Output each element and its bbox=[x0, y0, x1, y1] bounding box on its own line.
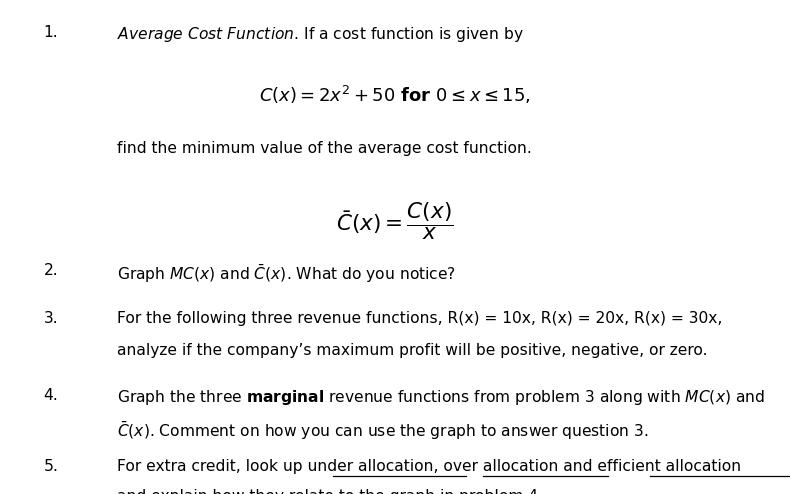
Text: Graph the three $\mathbf{marginal}$ revenue functions from problem 3 along with : Graph the three $\mathbf{marginal}$ reve… bbox=[117, 388, 765, 407]
Text: analyze if the company’s maximum profit will be positive, negative, or zero.: analyze if the company’s maximum profit … bbox=[117, 343, 707, 358]
Text: 5.: 5. bbox=[43, 459, 58, 474]
Text: $C(x) = 2x^2 + 50\ \mathbf{for}\ 0 \leq x \leq 15,$: $C(x) = 2x^2 + 50\ \mathbf{for}\ 0 \leq … bbox=[259, 84, 531, 106]
Text: $\bar{C}(x) = \dfrac{C(x)}{x}$: $\bar{C}(x) = \dfrac{C(x)}{x}$ bbox=[337, 200, 453, 242]
Text: 4.: 4. bbox=[43, 388, 58, 403]
Text: 3.: 3. bbox=[43, 311, 58, 326]
Text: For the following three revenue functions, R(x) = 10x, R(x) = 20x, R(x) = 30x,: For the following three revenue function… bbox=[117, 311, 722, 326]
Text: 2.: 2. bbox=[43, 263, 58, 278]
Text: 1.: 1. bbox=[43, 25, 58, 40]
Text: $\mathbf{\mathit{Average\ Cost\ Function}}$. If a cost function is given by: $\mathbf{\mathit{Average\ Cost\ Function… bbox=[117, 25, 524, 43]
Text: $\bar{C}(x)$. Comment on how you can use the graph to answer question 3.: $\bar{C}(x)$. Comment on how you can use… bbox=[117, 420, 649, 442]
Text: For extra credit, look up under allocation, over allocation and efficient alloca: For extra credit, look up under allocati… bbox=[117, 459, 741, 474]
Text: and explain how they relate to the graph in problem 4.: and explain how they relate to the graph… bbox=[117, 489, 543, 494]
Text: Graph $MC(x)$ and $\bar{C}(x)$. What do you notice?: Graph $MC(x)$ and $\bar{C}(x)$. What do … bbox=[117, 263, 456, 285]
Text: find the minimum value of the average cost function.: find the minimum value of the average co… bbox=[117, 141, 532, 156]
